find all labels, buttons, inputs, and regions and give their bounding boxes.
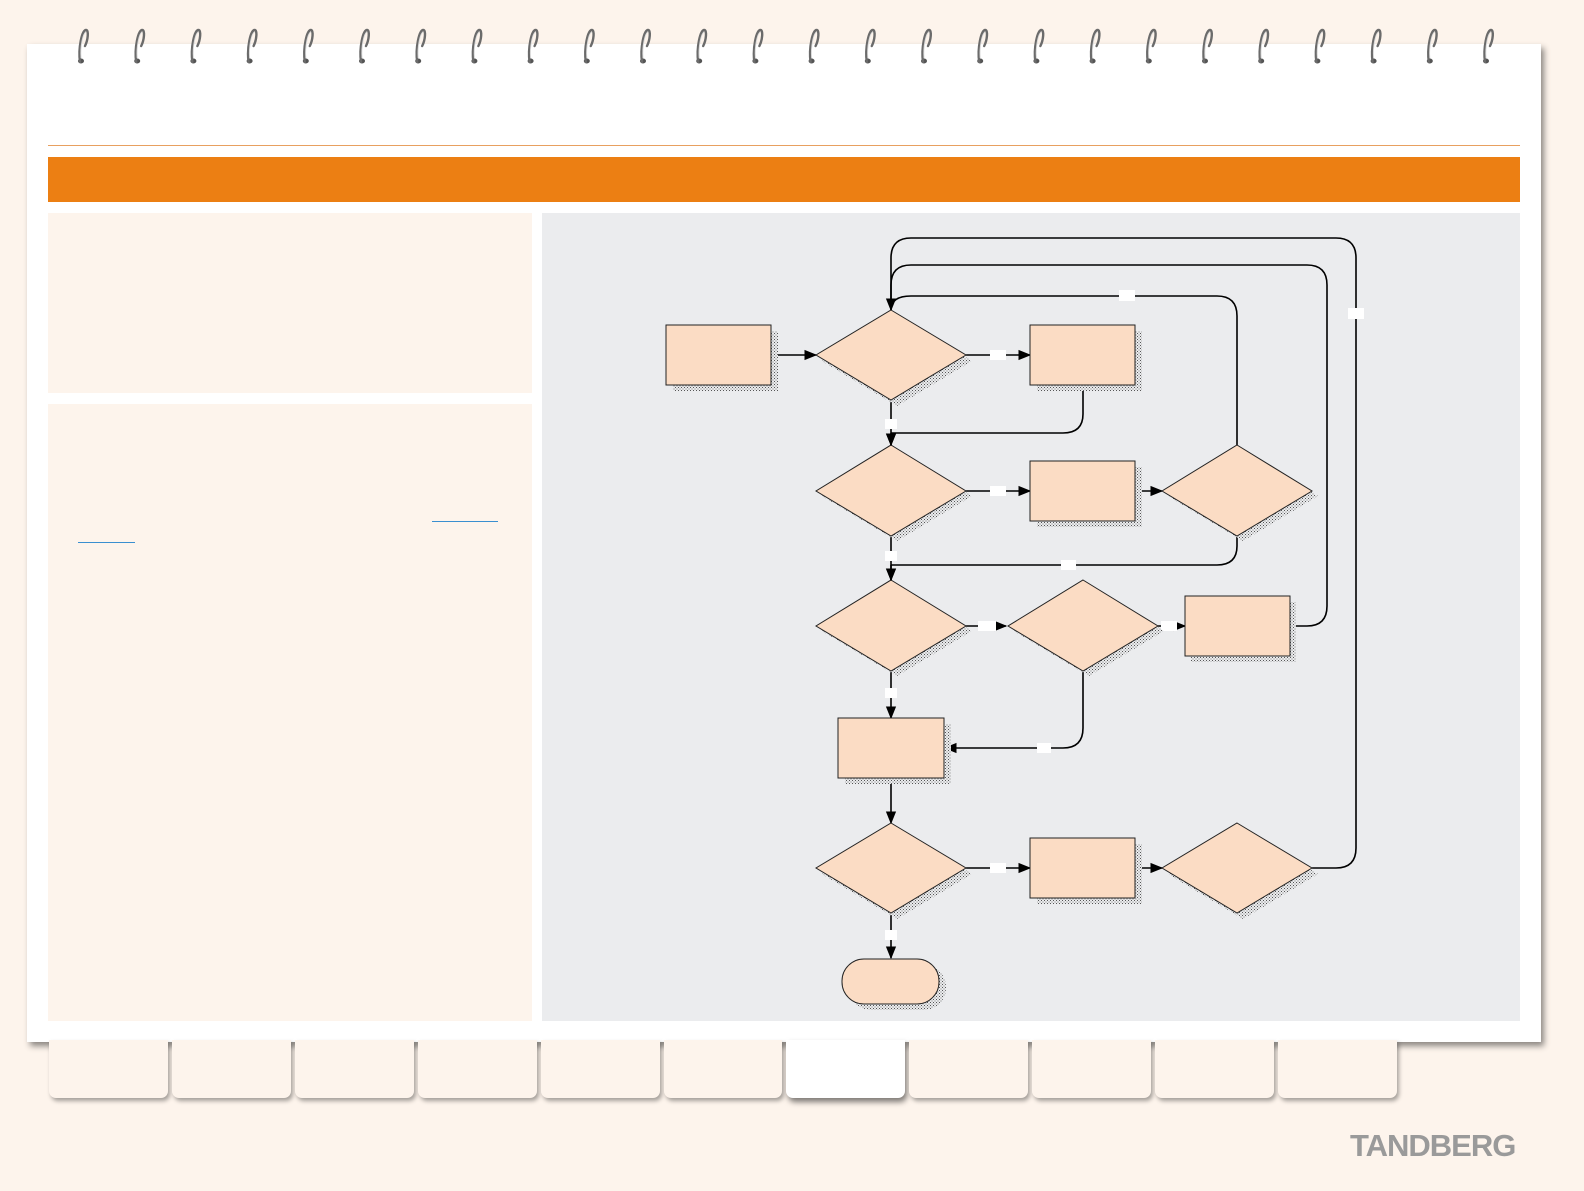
flow-decision-7 — [1161, 822, 1313, 914]
flow-decision-1 — [815, 309, 967, 401]
chapter-tab-3[interactable] — [295, 1040, 414, 1098]
flow-decision-3 — [1161, 444, 1313, 537]
chapter-tab-8[interactable] — [909, 1040, 1028, 1098]
body-link-2[interactable] — [78, 542, 135, 543]
spiral-ring — [977, 28, 989, 64]
flow-decision-5 — [1007, 579, 1159, 672]
spiral-ring — [1202, 28, 1213, 64]
chip-d1-d2 — [885, 419, 897, 429]
chapter-tab-11[interactable] — [1278, 1040, 1397, 1098]
connector-p1-merge — [891, 386, 1084, 434]
chapter-tab-2[interactable] — [172, 1040, 291, 1098]
flowchart-connectors — [772, 237, 1357, 960]
flowchart-panel — [542, 213, 1520, 1021]
chip-d1-p1 — [990, 350, 1006, 360]
spiral-ring — [302, 28, 314, 64]
spiral-ring — [527, 28, 539, 64]
flowchart-diagram — [665, 237, 1364, 1010]
spiral-ring — [1314, 28, 1326, 64]
spiral-ring — [246, 28, 258, 64]
spiral-binding — [78, 28, 1494, 64]
body-text-panel — [48, 404, 532, 1021]
flow-start-box — [665, 324, 772, 386]
chip-d5-p3 — [1161, 621, 1177, 631]
spiral-ring — [1145, 28, 1157, 64]
spiral-ring — [1258, 28, 1270, 64]
connector-d7-loop-d1 — [885, 237, 1357, 869]
spiral-ring — [640, 28, 651, 64]
flow-decision-2 — [815, 444, 967, 537]
spiral-ring — [1426, 28, 1438, 64]
spiral-ring — [583, 28, 595, 64]
chip-d4-p4 — [885, 688, 897, 698]
flow-terminal-end — [841, 958, 940, 1005]
spiral-ring — [921, 28, 932, 64]
section-title-bar — [48, 157, 1520, 202]
chapter-tab-1[interactable] — [49, 1040, 168, 1098]
chip-d3-merge — [1061, 560, 1076, 570]
chapter-tab-9[interactable] — [1032, 1040, 1151, 1098]
intro-panel — [48, 213, 532, 393]
connector-p3-loop-d1 — [890, 264, 1328, 627]
spiral-ring — [808, 28, 820, 64]
chip-d7-loop — [1348, 308, 1364, 319]
chapter-tabs — [0, 1040, 1584, 1120]
chip-d6-end — [885, 930, 897, 940]
flow-process-5 — [1029, 837, 1136, 899]
spiral-ring — [752, 28, 764, 64]
spiral-ring — [190, 28, 202, 64]
chip-d2-p2 — [990, 486, 1006, 496]
spiral-ring — [471, 28, 483, 64]
chip-d4-d5 — [978, 621, 996, 631]
chapter-tab-6[interactable] — [664, 1040, 782, 1098]
spiral-ring — [1483, 28, 1494, 64]
flow-process-3 — [1184, 595, 1291, 657]
chip-d6-p5 — [990, 863, 1006, 873]
connector-label-chips — [885, 290, 1364, 940]
flow-process-4 — [837, 717, 945, 779]
spiral-ring — [1033, 28, 1045, 64]
chapter-tab-5[interactable] — [541, 1040, 660, 1098]
flow-process-2 — [1029, 460, 1136, 522]
chapter-tab-10[interactable] — [1155, 1040, 1274, 1098]
spiral-ring — [78, 28, 89, 64]
chip-d5-p4 — [1037, 743, 1051, 753]
spiral-ring — [134, 28, 146, 64]
spiral-ring — [864, 28, 876, 64]
chapter-tab-4[interactable] — [418, 1040, 537, 1098]
connector-d5-p4 — [943, 672, 1084, 754]
connector-d3-merge — [891, 537, 1238, 566]
spiral-ring — [1370, 28, 1382, 64]
flow-decision-6 — [815, 822, 967, 914]
spiral-ring — [359, 28, 370, 64]
flow-decision-4 — [815, 579, 967, 672]
spiral-ring — [696, 28, 708, 64]
spiral-ring — [415, 28, 427, 64]
body-link-1[interactable] — [432, 521, 498, 522]
chapter-tab-7-active[interactable] — [786, 1040, 905, 1098]
flow-process-1 — [1029, 324, 1136, 386]
header-rule — [48, 145, 1520, 146]
node-shadows — [673, 316, 1318, 1010]
chip-d3-loop — [1119, 290, 1135, 301]
chip-d2-d4 — [885, 551, 897, 561]
spiral-ring — [1089, 28, 1101, 64]
tandberg-logo: TANDBERG — [1350, 1128, 1516, 1163]
